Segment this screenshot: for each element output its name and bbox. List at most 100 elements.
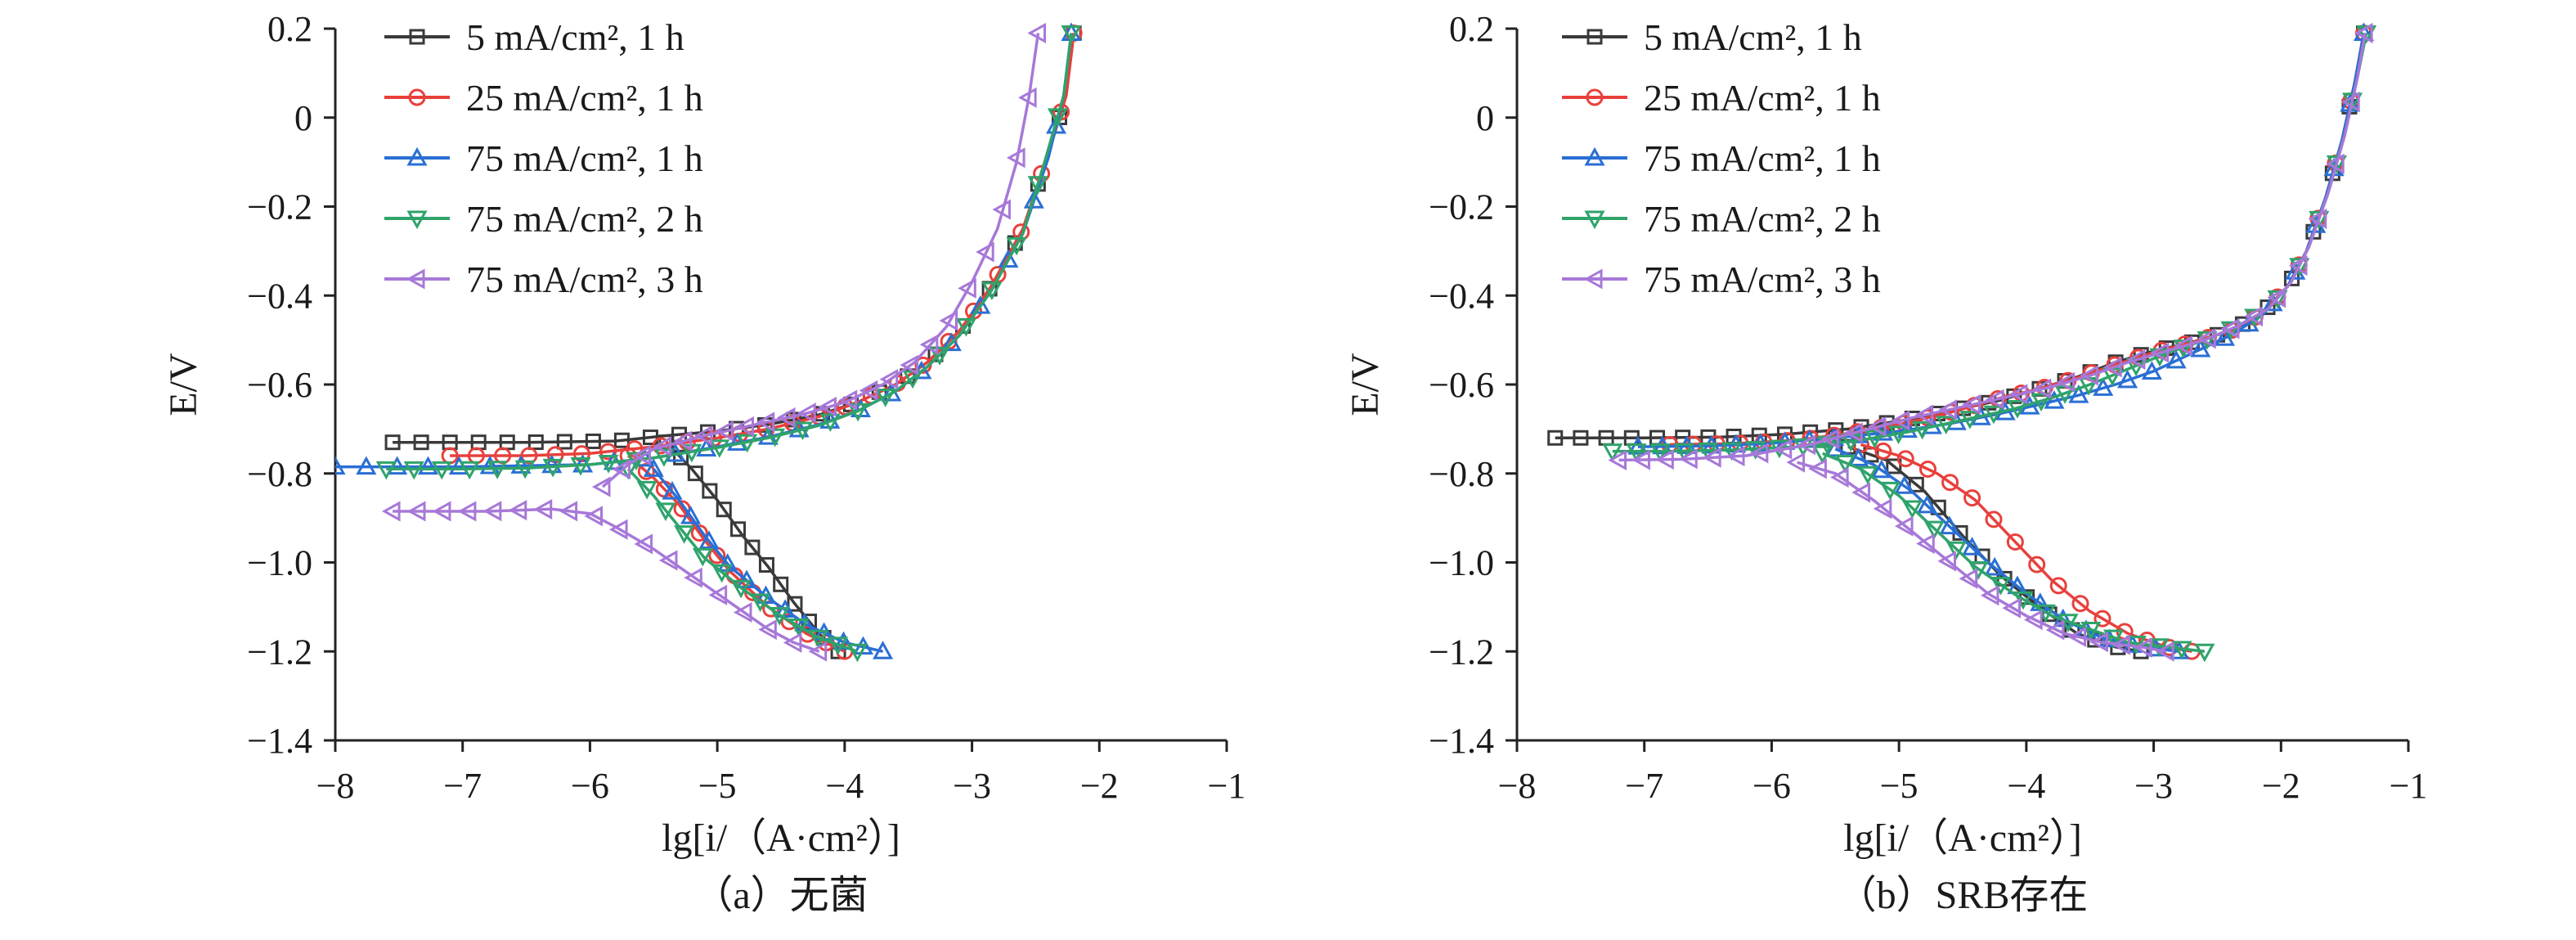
data-point <box>432 501 451 522</box>
data-point <box>1937 551 1956 572</box>
y-tick-label: −0.2 <box>1429 187 1494 227</box>
data-point <box>702 483 718 499</box>
data-point <box>1573 430 1589 446</box>
data-point <box>992 199 1011 220</box>
x-tick-label: −5 <box>1880 766 1919 806</box>
data-point <box>1941 474 1959 492</box>
data-point <box>709 439 730 458</box>
data-point <box>1848 448 1869 466</box>
data-point <box>773 576 789 592</box>
data-point <box>1936 416 1957 435</box>
data-point <box>2171 641 2192 660</box>
data-point <box>2031 393 2052 412</box>
series-2 <box>1661 24 2372 660</box>
panel-a: −8 −7 −6 −5 −4 −3 −2 −1 0.2 0 −0.2 −0.4 −0.6 −0.8 −1.0… <box>162 9 1245 917</box>
data-point <box>655 502 676 521</box>
data-point <box>457 501 477 522</box>
x-tick-label: −2 <box>2262 766 2300 806</box>
data-point <box>1894 515 1914 537</box>
data-point <box>2174 335 2192 357</box>
data-point <box>1749 443 1769 464</box>
legend-marker <box>1586 29 1603 45</box>
data-point <box>643 458 664 477</box>
data-point <box>2049 577 2067 595</box>
data-point <box>1961 537 1983 555</box>
data-point <box>859 380 878 401</box>
legend-item: 5 mA/cm², 1 h <box>1562 16 1862 58</box>
data-point <box>527 434 544 451</box>
data-point <box>698 530 720 549</box>
x-tick-label: −8 <box>316 766 355 806</box>
data-point <box>2220 318 2240 340</box>
data-point <box>1916 494 1937 514</box>
data-point <box>510 455 532 474</box>
data-point <box>2267 287 2287 308</box>
series-3-cathodic-line <box>1834 448 2179 654</box>
y-tick-label: −1.4 <box>247 721 312 761</box>
y-tick-label: −0.4 <box>1429 276 1494 316</box>
data-point <box>2089 632 2108 653</box>
data-point <box>2067 626 2087 648</box>
data-point <box>2190 338 2211 358</box>
data-point <box>733 601 752 623</box>
series-1 <box>1547 25 2372 659</box>
data-point <box>2134 637 2152 659</box>
legend-item: 75 mA/cm², 1 h <box>1562 137 1881 179</box>
data-point <box>1871 459 1892 479</box>
x-axis-label: lg[i/（A·cm²）] <box>662 816 900 860</box>
data-point <box>2150 342 2170 363</box>
x-tick-label: −8 <box>1498 766 1537 806</box>
series-2 <box>441 24 1083 660</box>
plot-area <box>335 22 1083 663</box>
data-point <box>680 505 702 524</box>
data-point <box>2309 210 2330 230</box>
data-point <box>653 436 671 457</box>
data-point <box>2006 533 2024 551</box>
legend-item: 75 mA/cm², 3 h <box>1562 259 1881 300</box>
data-point <box>1908 476 1924 492</box>
series-1-cathodic-line <box>665 441 840 653</box>
data-point <box>1627 436 1649 455</box>
data-point <box>417 456 439 475</box>
data-point <box>591 476 611 497</box>
legend-item: 5 mA/cm², 1 h <box>384 16 684 58</box>
legend-marker <box>406 210 428 230</box>
y-tick-label: −1.2 <box>247 632 312 672</box>
y-tick-label: −0.2 <box>247 187 312 227</box>
data-point <box>2116 369 2138 389</box>
data-point <box>1879 481 1901 501</box>
data-point <box>744 539 761 555</box>
y-tick-label: −1.4 <box>1429 721 1494 761</box>
data-point <box>2126 349 2146 371</box>
data-point <box>1867 416 1887 437</box>
data-point <box>684 567 702 588</box>
legend-marker <box>408 88 426 106</box>
data-point <box>2068 385 2089 403</box>
data-point <box>1968 560 1989 580</box>
data-point <box>1901 500 1923 519</box>
data-point <box>783 632 802 654</box>
data-point <box>687 466 703 482</box>
legend-label: 75 mA/cm², 1 h <box>1644 137 1881 179</box>
data-point <box>808 629 829 649</box>
legend-label: 75 mA/cm², 2 h <box>466 198 703 240</box>
data-point <box>1939 515 1960 535</box>
data-point <box>2156 641 2174 662</box>
data-point <box>1874 442 1892 460</box>
data-point <box>847 403 868 422</box>
y-tick-label: −0.8 <box>1429 454 1494 494</box>
data-point <box>508 500 527 521</box>
data-point <box>403 461 424 480</box>
legend-label: 25 mA/cm², 1 h <box>1644 77 1881 119</box>
data-point <box>1673 443 1694 462</box>
data-point <box>737 434 758 453</box>
legend: 5 mA/cm², 1 h 25 mA/cm², 1 h 75 mA/cm², 1 … <box>1562 16 1881 300</box>
data-point <box>612 459 631 480</box>
data-point <box>514 460 536 479</box>
data-point <box>1820 428 1839 450</box>
legend-marker <box>409 29 425 45</box>
legend-item: 75 mA/cm², 1 h <box>384 137 703 179</box>
data-point <box>634 533 653 555</box>
data-point <box>838 389 858 411</box>
